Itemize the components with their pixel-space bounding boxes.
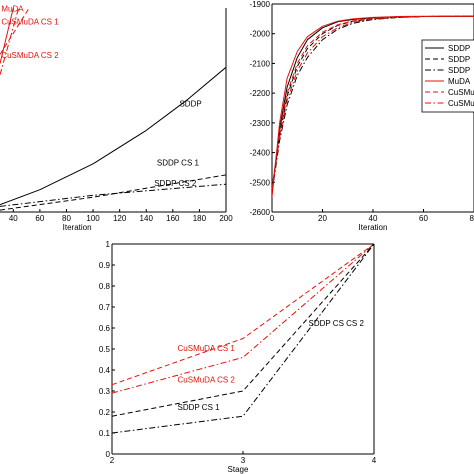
bottom-series-line — [112, 244, 374, 394]
bottom-series-line — [112, 244, 374, 386]
bottom-series-annotation: SDDP CS 1 — [178, 403, 221, 412]
left-series-line — [0, 8, 30, 55]
bottom-y-tick-label: 0.3 — [99, 387, 111, 396]
right-x-tick-label: 80 — [470, 214, 474, 223]
bottom-y-tick-label: 0.7 — [99, 303, 111, 312]
right-legend-label: SDDP — [448, 44, 470, 53]
right-legend: SDDP SDDP SDDP MuDA CuSMu CuSMu — [421, 39, 474, 113]
right-x-tick-label: 40 — [369, 214, 378, 223]
right-y-tick-label: -2400 — [250, 149, 271, 158]
left-x-tick-label: 40 — [9, 214, 18, 223]
left-x-axis-label: Iteration — [63, 223, 92, 232]
bottom-series-annotation: CuSMuDA CS 2 — [178, 376, 236, 385]
left-series-annotation: SDDP CS 1 — [157, 159, 200, 168]
left-series-line — [0, 8, 20, 75]
left-series-line — [0, 174, 226, 211]
left-x-tick-label: 60 — [35, 214, 44, 223]
right-legend-label: SDDP — [448, 55, 470, 64]
bottom-axes-frame — [111, 243, 375, 455]
right-x-axis-label: Iteration — [359, 223, 388, 232]
left-plot: 40 60 80 100 120 140 160 180 200 Iteration MuDA CuS… — [0, 5, 233, 232]
bottom-series-annotation: CuSMuDA CS 1 — [178, 344, 236, 353]
left-x-tick-label: 140 — [140, 214, 154, 223]
bottom-y-tick-label: 1 — [106, 240, 111, 249]
bottom-y-tick-label: 0.2 — [99, 408, 111, 417]
bottom-y-tick-label: 0.5 — [99, 345, 111, 354]
bottom-x-tick-label: 3 — [241, 456, 246, 465]
left-x-tick-label: 80 — [62, 214, 71, 223]
left-series-annotation: SDDP CS 2 — [154, 179, 197, 188]
right-x-tick-label: 20 — [318, 214, 327, 223]
right-x-tick-label: 60 — [419, 214, 428, 223]
left-x-tick-label: 120 — [113, 214, 127, 223]
bottom-y-tick-label: 0.4 — [99, 366, 111, 375]
right-y-tick-label: -1900 — [250, 0, 271, 9]
left-axes-frame — [0, 8, 227, 213]
left-series-line — [0, 66, 226, 206]
left-x-tick-label: 100 — [86, 214, 100, 223]
bottom-y-tick-label: 0.6 — [99, 324, 111, 333]
left-series-annotation: CuSMuDA CS 2 — [1, 51, 59, 60]
right-y-tick-label: -2500 — [250, 178, 271, 187]
right-series-line — [272, 15, 474, 189]
bottom-y-tick-label: 0.1 — [99, 429, 111, 438]
left-x-tick-label: 200 — [219, 214, 233, 223]
right-plot: 0 20 40 60 80 -2600 -2500 -2400 -2300 -2200 -2100 -… — [250, 0, 474, 232]
right-x-tick-label: 0 — [270, 214, 275, 223]
bottom-x-axis-label: Stage — [228, 465, 249, 474]
left-series-annotation: CuSMuDA CS 1 — [1, 18, 59, 27]
right-y-tick-label: -2600 — [250, 208, 271, 217]
right-legend-label: MuDA — [448, 77, 471, 86]
bottom-x-tick-label: 2 — [110, 456, 115, 465]
bottom-y-tick-label: 0.9 — [99, 261, 111, 270]
right-y-tick-label: -2100 — [250, 59, 271, 68]
bottom-plot: 2 3 4 0 0.1 0.2 0.3 0.4 0.5 0.6 0.7 0.8 0.9 1 Stage CuS… — [99, 240, 377, 474]
left-x-tick-label: 160 — [166, 214, 180, 223]
bottom-x-tick-label: 4 — [372, 456, 377, 465]
left-series-line — [0, 183, 226, 207]
right-y-tick-label: -2300 — [250, 119, 271, 128]
right-y-tick-label: -2200 — [250, 89, 271, 98]
left-x-tick-label: 180 — [193, 214, 207, 223]
bottom-series-line — [112, 244, 374, 417]
bottom-y-tick-label: 0.8 — [99, 282, 111, 291]
bottom-series-annotation: SDDP CS CS 2 — [309, 319, 365, 328]
left-series-annotation: MuDA — [1, 5, 24, 14]
bottom-y-tick-label: 0 — [106, 450, 111, 459]
right-legend-label: CuSMu — [448, 88, 474, 97]
right-legend-label: CuSMu — [448, 99, 474, 108]
right-legend-label: SDDP — [448, 66, 470, 75]
left-series-annotation: SDDP — [179, 99, 201, 108]
right-series-line — [272, 15, 474, 190]
left-series-line — [0, 8, 14, 64]
right-y-tick-label: -2000 — [250, 30, 271, 39]
bottom-series-line — [112, 244, 374, 434]
